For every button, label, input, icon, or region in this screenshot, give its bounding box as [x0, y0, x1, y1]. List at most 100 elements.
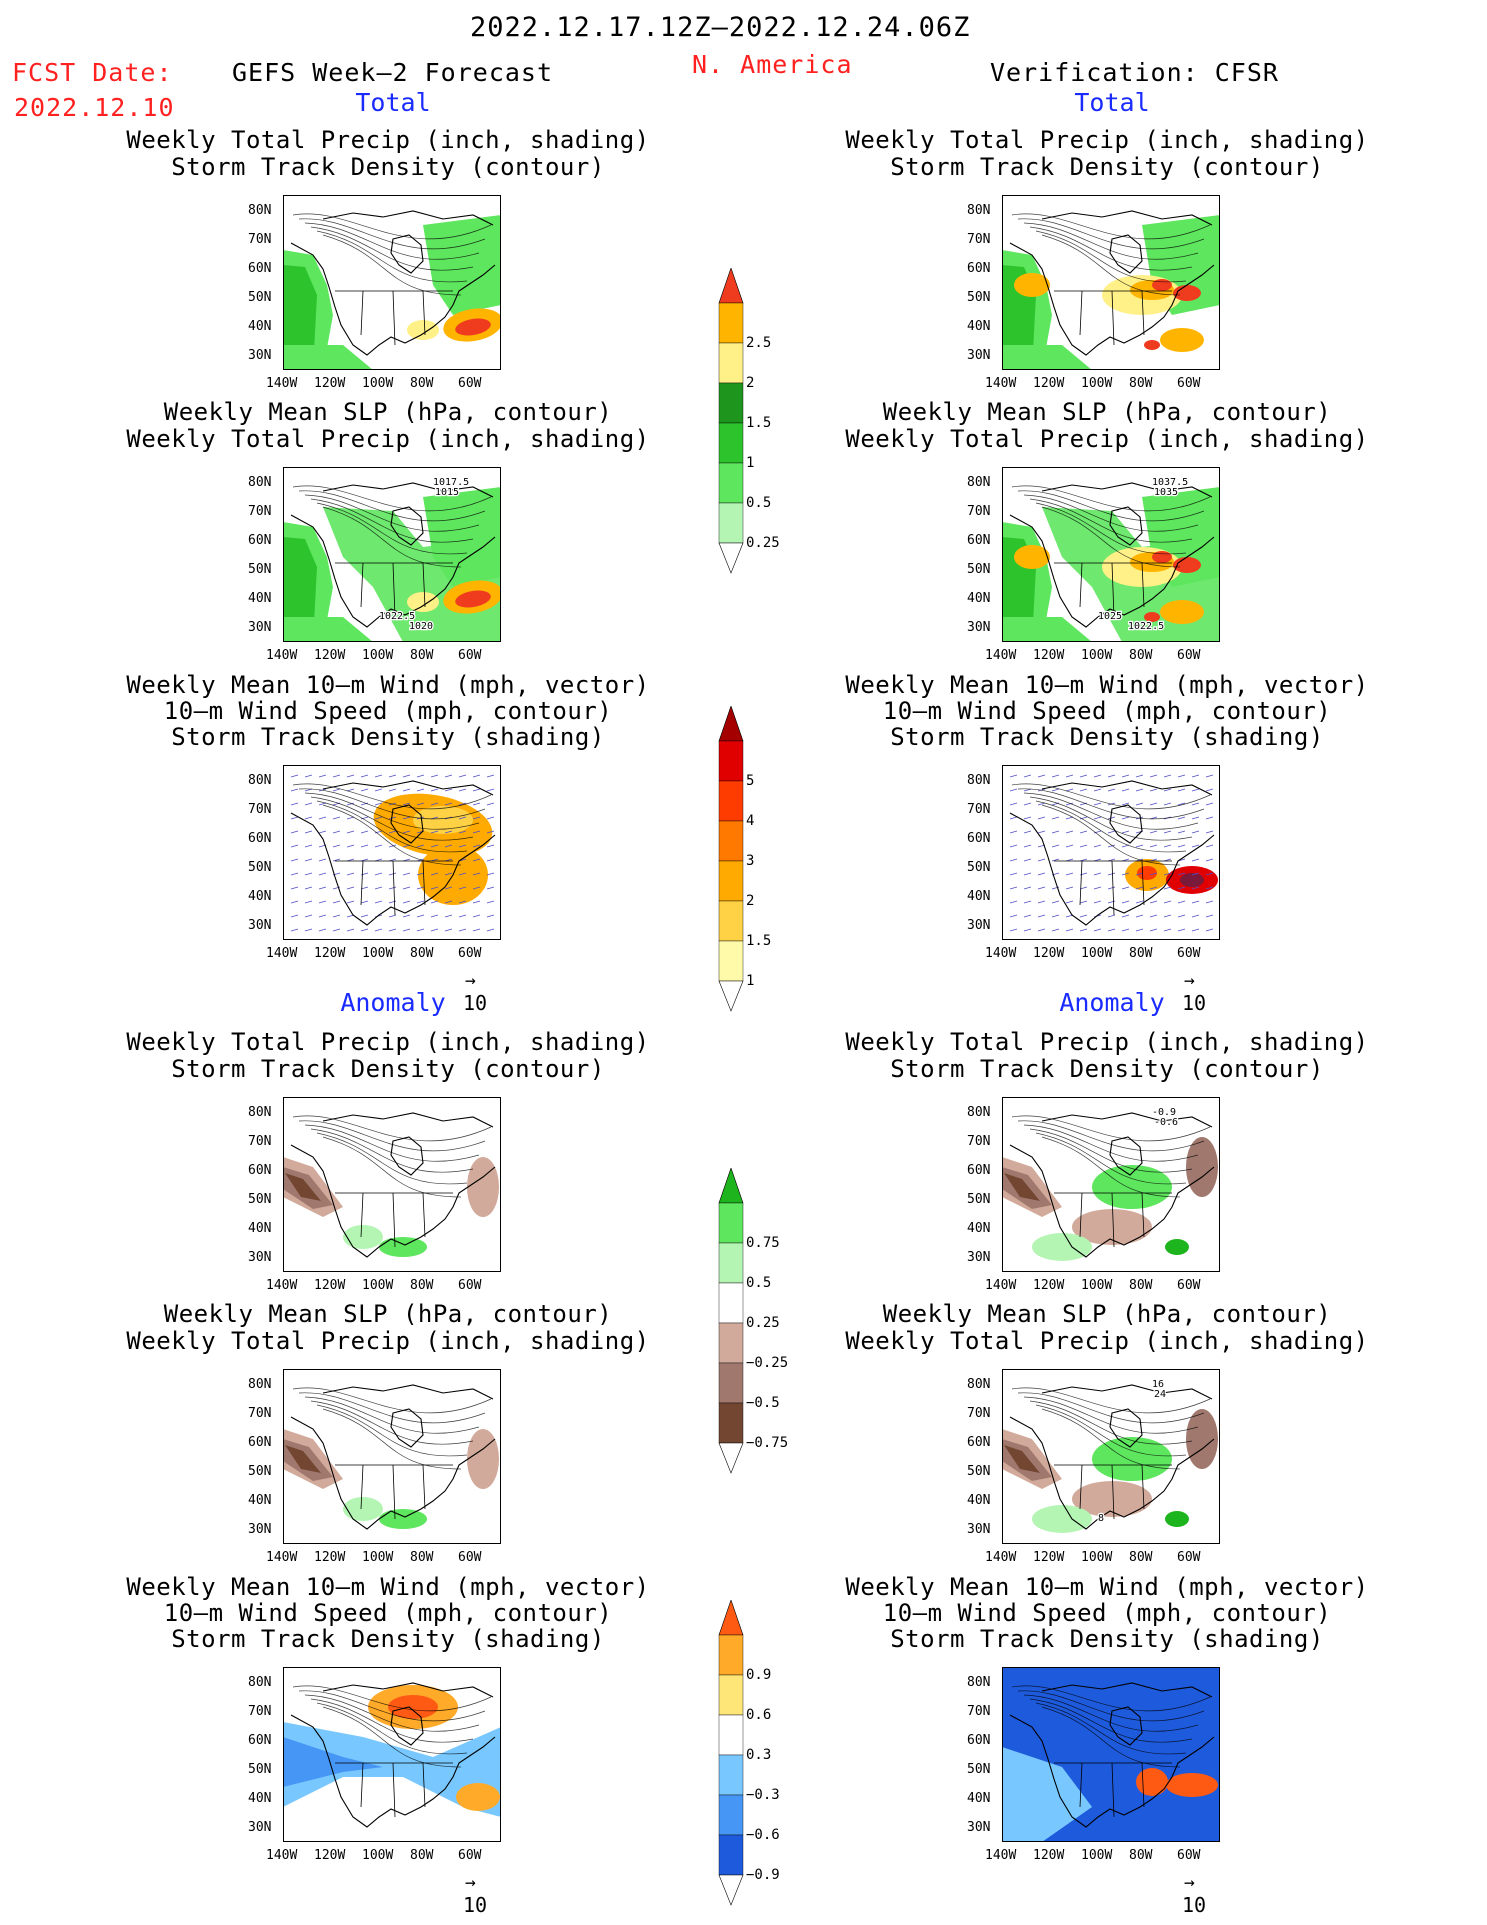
- fcst-date-value: 2022.12.10: [14, 93, 175, 122]
- lat-label: 80N: [967, 1105, 991, 1120]
- lon-label: 140W: [266, 1278, 298, 1293]
- map-panel-fcst-total-wind: [283, 765, 501, 940]
- map-panel-fcst-anom-precip: [283, 1097, 501, 1272]
- lon-label: 100W: [1081, 648, 1113, 663]
- lat-label: 50N: [248, 1762, 272, 1777]
- lat-label: 70N: [248, 1704, 272, 1719]
- colorbar-label: 4: [746, 813, 755, 829]
- lon-label: 100W: [1081, 376, 1113, 391]
- map-svg-obs-anom-precip: -0.9-0.6: [1002, 1097, 1220, 1272]
- title-l2-b: Weekly Total Precip (inch, shading): [126, 425, 650, 453]
- map-panel-obs-total-precip: [1002, 195, 1220, 370]
- title-l4-a: Weekly Total Precip (inch, shading): [126, 1028, 650, 1056]
- colorbar-label: 0.25: [746, 535, 780, 551]
- vector-scale: → 10: [463, 1872, 488, 1917]
- lat-label: 40N: [967, 1791, 991, 1806]
- lon-label: 100W: [1081, 1550, 1113, 1565]
- colorbar-total-precip: [718, 268, 744, 574]
- map-panel-obs-anom-wind: [1002, 1667, 1220, 1842]
- lon-label: 60W: [1177, 648, 1201, 663]
- lat-label: 30N: [967, 1820, 991, 1835]
- lon-label: 120W: [314, 648, 346, 663]
- lon-label: 80W: [410, 648, 434, 663]
- lon-label: 60W: [1177, 946, 1201, 961]
- lat-label: 40N: [248, 319, 272, 334]
- map-panel-fcst-total-slp: 1017.5 1015 1022.5 1020: [283, 467, 501, 642]
- colorbar-label: 2: [746, 893, 755, 909]
- title-l3-a: Weekly Mean 10—m Wind (mph, vector): [126, 671, 650, 699]
- fcst-date-label: FCST Date:: [12, 58, 173, 87]
- colorbar-label: 0.6: [746, 1707, 772, 1723]
- map-panel-fcst-total-precip: [283, 195, 501, 370]
- title-r5-a: Weekly Mean SLP (hPa, contour): [882, 1300, 1332, 1328]
- lon-label: 60W: [458, 1550, 482, 1565]
- lon-label: 140W: [985, 648, 1017, 663]
- map-svg-obs-total-precip: [1002, 195, 1220, 370]
- lon-label: 80W: [1129, 1848, 1153, 1863]
- title-r3-b: 10—m Wind Speed (mph, contour): [882, 697, 1332, 725]
- lat-label: 60N: [248, 1435, 272, 1450]
- map-panel-obs-anom-precip: -0.9 -0.6: [1002, 1097, 1220, 1272]
- lon-label: 60W: [458, 376, 482, 391]
- verification-title: Verification: CFSR: [990, 58, 1279, 87]
- lat-label: 70N: [967, 232, 991, 247]
- lon-label: 100W: [1081, 1848, 1113, 1863]
- contour-label: 1017.5: [433, 477, 469, 488]
- title-r4-a: Weekly Total Precip (inch, shading): [845, 1028, 1369, 1056]
- lon-label: 140W: [266, 1550, 298, 1565]
- lon-label: 120W: [1033, 376, 1065, 391]
- lat-label: 40N: [248, 1221, 272, 1236]
- lat-label: 70N: [967, 1134, 991, 1149]
- colorbar-label: 1.5: [746, 415, 772, 431]
- vector-scale: → 10: [1182, 1872, 1207, 1917]
- lat-label: 30N: [967, 620, 991, 635]
- contour-label: 1015: [435, 487, 459, 498]
- lat-label: 30N: [248, 348, 272, 363]
- title-r5-b: Weekly Total Precip (inch, shading): [845, 1327, 1369, 1355]
- lat-label: 80N: [248, 1377, 272, 1392]
- title-r4-b: Storm Track Density (contour): [890, 1055, 1324, 1083]
- contour-label: 1022.5: [1128, 621, 1164, 632]
- lon-label: 60W: [458, 648, 482, 663]
- lon-label: 140W: [985, 376, 1017, 391]
- map-svg-fcst-anom-wind: [283, 1667, 501, 1842]
- map-panel-fcst-anom-wind: [283, 1667, 501, 1842]
- lon-label: 120W: [1033, 1848, 1065, 1863]
- lat-label: 40N: [967, 1493, 991, 1508]
- lon-label: 60W: [458, 1848, 482, 1863]
- colorbar-label: 0.75: [746, 1235, 780, 1251]
- forecast-period: 2022.12.17.12Z—2022.12.24.06Z: [470, 12, 971, 43]
- colorbar-label: −0.6: [746, 1827, 780, 1843]
- lon-label: 140W: [266, 946, 298, 961]
- lon-label: 100W: [362, 946, 394, 961]
- vector-scale: → 10: [1182, 970, 1207, 1015]
- colorbar-label: 0.5: [746, 495, 772, 511]
- colorbar-anom-track: [718, 1600, 744, 1906]
- lat-label: 70N: [248, 1406, 272, 1421]
- colorbar-label: 1: [746, 973, 755, 989]
- lat-label: 60N: [248, 261, 272, 276]
- lon-label: 140W: [266, 648, 298, 663]
- lat-label: 30N: [248, 1820, 272, 1835]
- lat-label: 50N: [248, 562, 272, 577]
- map-panel-obs-total-wind: [1002, 765, 1220, 940]
- title-l3-c: Storm Track Density (shading): [171, 723, 605, 751]
- title-l1-a: Weekly Total Precip (inch, shading): [126, 126, 650, 154]
- lat-label: 60N: [967, 1435, 991, 1450]
- lon-label: 120W: [1033, 946, 1065, 961]
- lat-label: 70N: [248, 232, 272, 247]
- lat-label: 40N: [967, 591, 991, 606]
- lat-label: 50N: [967, 290, 991, 305]
- lat-label: 70N: [248, 504, 272, 519]
- lon-label: 60W: [458, 1278, 482, 1293]
- lon-label: 140W: [985, 946, 1017, 961]
- lon-label: 80W: [410, 1550, 434, 1565]
- lat-label: 70N: [967, 504, 991, 519]
- map-svg-fcst-total-wind: [283, 765, 501, 940]
- lon-label: 80W: [410, 1278, 434, 1293]
- lon-label: 60W: [1177, 1848, 1201, 1863]
- lat-label: 30N: [967, 918, 991, 933]
- colorbar-anom-precip: [718, 1168, 744, 1474]
- lat-label: 60N: [967, 533, 991, 548]
